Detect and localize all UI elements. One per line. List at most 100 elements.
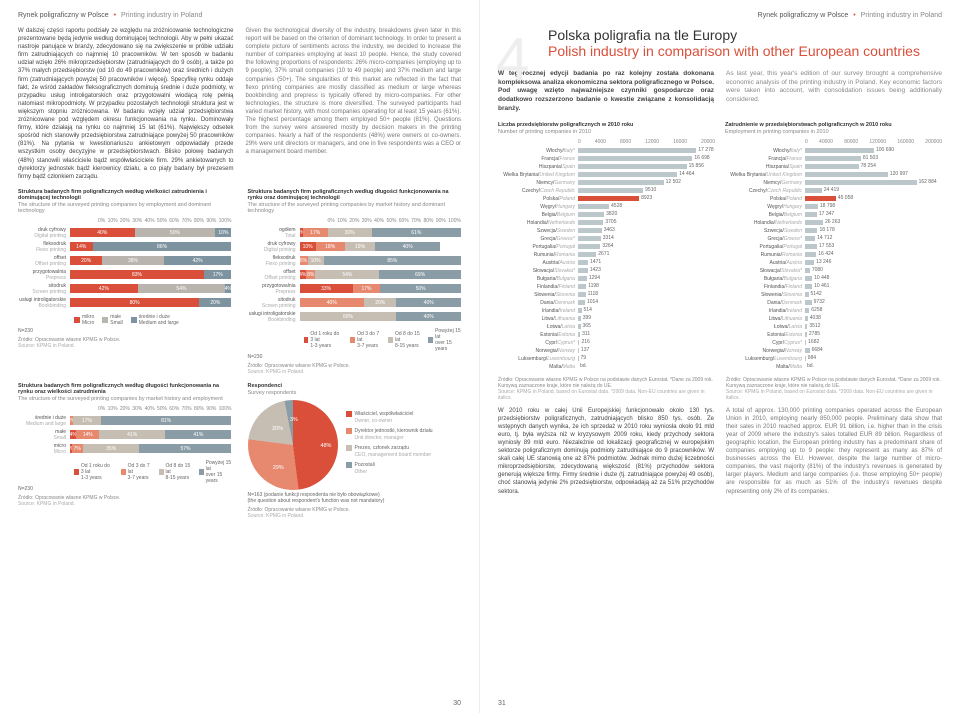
- chart1-rows: druk cyfrowyDigital printing40%50%10%fle…: [18, 226, 232, 310]
- country-row: Hiszpania/Spain15 856: [498, 163, 715, 171]
- charts-row-2: Struktura badanych firm poligraficznych …: [18, 383, 461, 519]
- country-row: Grecja/Greece*14 712: [725, 235, 942, 243]
- country-row: Niemcy/Germany12 502: [498, 179, 715, 187]
- country-row: Dania/Denmark9732: [725, 299, 942, 307]
- body-polish: W dalszej części raportu podziały ze wzg…: [18, 27, 234, 181]
- page-spread: Rynek poligraficzny w Polsce • Printing …: [0, 0, 960, 713]
- country-row: Czechy/Czech Republic24 419: [725, 187, 942, 195]
- stacked-row: druk cyfrowyDigital printing40%50%10%: [18, 226, 232, 240]
- countries-b-rows: Włochy/Italy*100 690Francja/France81 503…: [725, 147, 942, 371]
- country-row: Słowacja/Slovakia*7080: [725, 267, 942, 275]
- chart3-source-en: Source: KPMG in Poland.: [18, 501, 75, 507]
- country-row: Słowenia/Slovenia1118: [498, 291, 715, 299]
- intro-columns: W tegorocznej edycji badania po raz kole…: [498, 70, 942, 114]
- country-row: Litwa/Lithuania4038: [725, 315, 942, 323]
- chart3-rows: średnie i dużeMedium and large2%17%81%ma…: [18, 414, 232, 456]
- pie-block: Respondenci Survey respondents 48%29%20%…: [248, 383, 462, 519]
- header-pl: Rynek poligraficzny w Polsce: [18, 12, 109, 19]
- country-row: Portugalia/Portugal17 553: [725, 243, 942, 251]
- page-31: Rynek poligraficzny w Polsce • Printing …: [480, 0, 960, 713]
- pie-n-en: (the question about respondent's functio…: [248, 498, 385, 504]
- chart1-source-en: Source: KPMG in Poland.: [18, 343, 75, 349]
- page-number-right: 31: [498, 700, 506, 707]
- country-row: Dania/Denmark1014: [498, 299, 715, 307]
- body-english: Given the technological diversity of the…: [246, 27, 462, 181]
- countries-source-pl: Źródło: Opracowanie własne KPMG w Polsce…: [498, 377, 713, 389]
- country-row: Irlandia/Ireland6258: [725, 307, 942, 315]
- pie-legend: Właściciel, współwłaścicielOwner, co-own…: [346, 411, 433, 479]
- header-pl-r: Rynek poligraficzny w Polsce: [758, 12, 849, 19]
- stacked-row: offsetOffset printing4%8%54%69%: [248, 268, 462, 282]
- page-30: Rynek poligraficzny w Polsce • Printing …: [0, 0, 480, 713]
- stacked-row: fleksodrukFlexo printing5%10%85%: [248, 254, 462, 268]
- country-row: Austria/Austria1471: [498, 259, 715, 267]
- running-header-right: Rynek poligraficzny w Polsce • Printing …: [498, 12, 942, 19]
- stacked-row: fleksodrukFlexo printing14%86%: [18, 240, 232, 254]
- country-row: Luksemburg/Luxembourg984: [725, 355, 942, 363]
- countries-b-title-pl: Zatrudnienie w przedsiębiorstwach poligr…: [725, 122, 942, 128]
- chart3-n: N=230: [18, 486, 232, 492]
- header-en-r: Printing industry in Poland: [861, 12, 942, 19]
- country-row: Belgia/Belgium3820: [498, 211, 715, 219]
- stacked-row: średnie i dużeMedium and large2%17%81%: [18, 414, 232, 428]
- country-row: Niemcy/Germany162 884: [725, 179, 942, 187]
- chart1-title-pl: Struktura badanych firm poligraficznych …: [18, 189, 232, 201]
- chart3-axis: 0%10%20%30%40%50%60%70%80%90%100%: [98, 406, 232, 412]
- country-row: Estonia/Estonia311: [498, 331, 715, 339]
- pie-chart: 48%29%20%3%: [248, 400, 338, 490]
- country-row: Irlandia/Ireland514: [498, 307, 715, 315]
- heading-pl: Polska poligrafia na tle Europy: [548, 27, 942, 43]
- chart1-title-en: The structure of the surveyed printing c…: [18, 202, 232, 214]
- page-number-left: 30: [453, 700, 461, 707]
- country-row: Cypr/Cyprus*216: [498, 339, 715, 347]
- chart2-axis: 0%10%20%30%40%50%60%70%80%90%100%: [328, 218, 462, 224]
- country-row: Czechy/Czech Republic9510: [498, 187, 715, 195]
- country-row: Rumunia/Romania16 424: [725, 251, 942, 259]
- chart2-rows: ogółemTotal2%17%30%61%druk cyfrowyDigita…: [248, 226, 462, 324]
- right-body-pl: W 2010 roku w całej Unii Europejskiej fu…: [498, 407, 714, 496]
- country-row: Malta/Maltabd.: [498, 363, 715, 371]
- stacked-row: sitodrukScreen printing40%20%40%: [248, 296, 462, 310]
- stacked-row: ogółemTotal2%17%30%61%: [248, 226, 462, 240]
- country-row: Wielka Brytania/United Kingdom120 997: [725, 171, 942, 179]
- pie-title-pl: Respondenci: [248, 383, 462, 389]
- stacked-row: przygotowalniaPrepress83%17%: [18, 268, 232, 282]
- stacked-row: sitodrukScreen printing42%54%4%: [18, 282, 232, 296]
- country-row: Francja/France16 698: [498, 155, 715, 163]
- chart3-title-pl: Struktura badanych firm poligraficznych …: [18, 383, 232, 395]
- chart3-legend: Od 1 roku do 3 lat1-3 yearsOd 3 do 7 lat…: [74, 460, 232, 484]
- country-row: Estonia/Estonia2785: [725, 331, 942, 339]
- charts-row-1: Struktura badanych firm poligraficznych …: [18, 189, 461, 375]
- countries-a-rows: Włochy/Italy*17 278Francja/France16 698H…: [498, 147, 715, 371]
- country-row: Luksemburg/Luxembourg79: [498, 355, 715, 363]
- country-row: Austria/Austria13 246: [725, 259, 942, 267]
- chapter-number: 4: [496, 25, 529, 94]
- country-row: Wielka Brytania/United Kingdom14 464: [498, 171, 715, 179]
- country-row: Włochy/Italy*17 278: [498, 147, 715, 155]
- intro-en: As last year, this year's edition of our…: [726, 70, 942, 114]
- bullet-icon: •: [853, 12, 855, 19]
- country-row: Włochy/Italy*100 690: [725, 147, 942, 155]
- chart2-legend: Od 1 roku do 3 lat1-3 yearsOd 3 do 7 lat…: [304, 328, 462, 352]
- countries-charts: Liczba przedsiębiorstw poligraficznych w…: [498, 122, 942, 371]
- country-row: Holandia/Netherlands26 263: [725, 219, 942, 227]
- chart1-block: Struktura badanych firm poligraficznych …: [18, 189, 232, 375]
- country-row: Węgry/Hungary4528: [498, 203, 715, 211]
- chapter-heading: Polska poligrafia na tle Europy Polish i…: [548, 27, 942, 60]
- country-row: Cypr/Cyprus*1682: [725, 339, 942, 347]
- country-row: Słowenia/Slovenia5142: [725, 291, 942, 299]
- header-en: Printing industry in Poland: [121, 12, 202, 19]
- stacked-row: usługi introligatorskieBookbinding60%40%: [248, 310, 462, 324]
- country-row: Łotwa/Latvia3512: [725, 323, 942, 331]
- countries-chart-a: Liczba przedsiębiorstw poligraficznych w…: [498, 122, 715, 371]
- chart1-legend: mikroMicromałeSmallśrednie i dużeMedium …: [74, 314, 232, 326]
- country-row: Litwa/Lithuania399: [498, 315, 715, 323]
- country-row: Rumunia/Romania2671: [498, 251, 715, 259]
- chart1-n: N=230: [18, 328, 232, 334]
- right-body-columns: W 2010 roku w całej Unii Europejskiej fu…: [498, 407, 942, 496]
- chart2-title-pl: Struktura badanych firm poligraficznych …: [248, 189, 462, 201]
- country-row: Finlandia/Finland1198: [498, 283, 715, 291]
- stacked-row: usługi introligatorskieBookbinding80%20%: [18, 296, 232, 310]
- pie-source-en: Source: KPMG in Poland.: [248, 513, 305, 519]
- country-row: Łotwa/Latvia365: [498, 323, 715, 331]
